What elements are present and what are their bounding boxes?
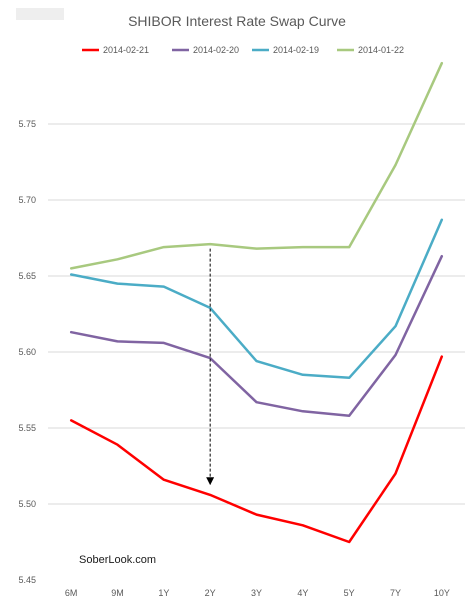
x-tick-label: 6M xyxy=(65,588,78,598)
legend-item-2014-02-21: 2014-02-21 xyxy=(82,45,149,55)
legend-label: 2014-01-22 xyxy=(358,45,404,55)
y-tick-label: 5.65 xyxy=(18,271,36,281)
series-line-2014-02-19 xyxy=(69,218,444,380)
x-tick-label: 5Y xyxy=(344,588,355,598)
y-tick-label: 5.50 xyxy=(18,499,36,509)
y-tick-label: 5.45 xyxy=(18,575,36,585)
x-tick-label: 9M xyxy=(111,588,124,598)
legend-item-2014-02-20: 2014-02-20 xyxy=(172,45,239,55)
legend-item-2014-01-22: 2014-01-22 xyxy=(337,45,404,55)
x-axis: 6M 9M 1Y 2Y 3Y 4Y 5Y 7Y 10Y xyxy=(65,588,450,598)
y-tick-label: 5.55 xyxy=(18,423,36,433)
x-tick-label: 10Y xyxy=(434,588,450,598)
legend-label: 2014-02-21 xyxy=(103,45,149,55)
legend-label: 2014-02-19 xyxy=(273,45,319,55)
grid-lines xyxy=(48,123,465,505)
chart-title: SHIBOR Interest Rate Swap Curve xyxy=(128,13,346,29)
series-lines xyxy=(69,61,444,544)
x-tick-label: 3Y xyxy=(251,588,262,598)
x-tick-label: 2Y xyxy=(205,588,216,598)
legend-label: 2014-02-20 xyxy=(193,45,239,55)
y-axis: 5.45 5.50 5.55 5.60 5.65 5.70 5.75 xyxy=(18,119,36,585)
x-tick-label: 7Y xyxy=(390,588,401,598)
x-tick-label: 4Y xyxy=(297,588,308,598)
series-line-2014-01-22 xyxy=(69,61,444,270)
y-tick-label: 5.75 xyxy=(18,119,36,129)
y-tick-label: 5.70 xyxy=(18,195,36,205)
legend: 2014-02-21 2014-02-20 2014-02-19 2014-01-22 xyxy=(82,45,404,55)
series-line-2014-02-21 xyxy=(69,355,444,544)
watermark-text: SoberLook.com xyxy=(79,554,156,566)
x-tick-label: 1Y xyxy=(158,588,169,598)
series-line-2014-02-20 xyxy=(69,254,444,418)
y-tick-label: 5.60 xyxy=(18,347,36,357)
corner-logo-mark xyxy=(16,8,64,20)
legend-item-2014-02-19: 2014-02-19 xyxy=(252,45,319,55)
